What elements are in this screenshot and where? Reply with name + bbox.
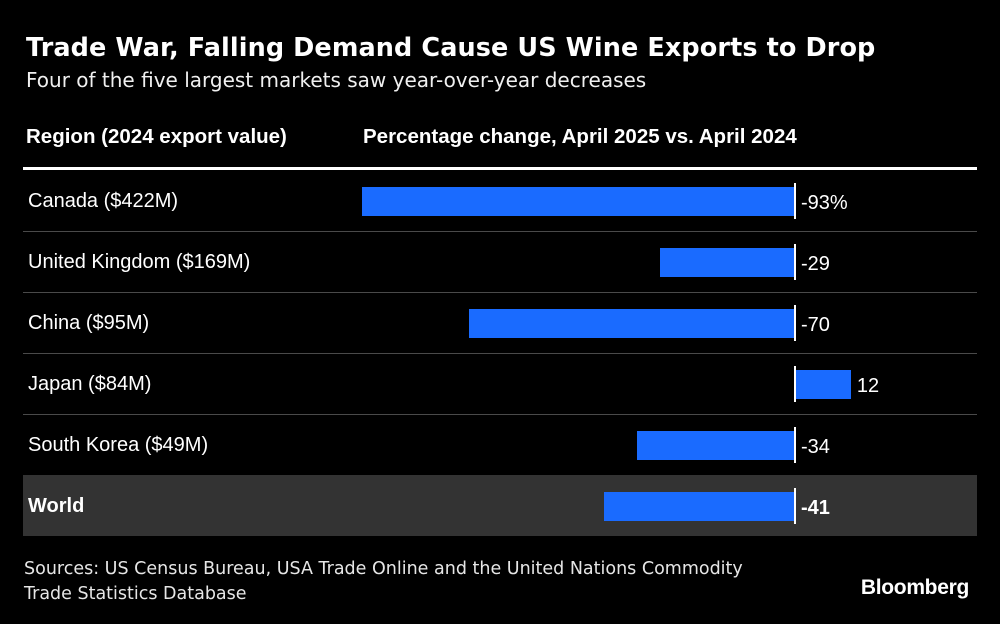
zero-line — [794, 366, 796, 402]
bar — [362, 187, 795, 216]
value-label: -29 — [801, 253, 830, 275]
zero-line — [794, 244, 796, 280]
table-row: South Korea ($49M) -34 — [23, 414, 977, 476]
value-label: -41 — [801, 497, 830, 519]
header-rule — [23, 167, 977, 170]
value-label: -34 — [801, 436, 830, 458]
value-label: -93% — [801, 192, 848, 214]
row-label: China ($95M) — [28, 312, 150, 334]
table-row: Canada ($422M) -93% — [23, 170, 977, 232]
row-label: United Kingdom ($169M) — [28, 251, 251, 273]
table-row: World -41 — [23, 475, 977, 536]
zero-line — [794, 305, 796, 341]
chart-subtitle: Four of the five largest markets saw yea… — [26, 68, 647, 92]
bar — [604, 492, 795, 521]
bar — [659, 248, 795, 277]
bar — [795, 370, 851, 399]
row-label: World — [28, 495, 85, 517]
value-label: -70 — [801, 314, 830, 336]
change-column-header: Percentage change, April 2025 vs. April … — [363, 125, 797, 148]
region-column-header: Region (2024 export value) — [26, 125, 287, 148]
table-row: United Kingdom ($169M) -29 — [23, 231, 977, 293]
table-row: China ($95M) -70 — [23, 292, 977, 354]
bar — [636, 431, 795, 460]
row-label: Canada ($422M) — [28, 190, 179, 212]
zero-line — [794, 427, 796, 463]
chart-title: Trade War, Falling Demand Cause US Wine … — [26, 33, 876, 63]
value-label: 12 — [856, 375, 880, 397]
table-row: Japan ($84M) 12 — [23, 353, 977, 415]
source-note: Sources: US Census Bureau, USA Trade Onl… — [24, 557, 744, 607]
bar — [469, 309, 795, 338]
row-label: Japan ($84M) — [28, 373, 152, 395]
bloomberg-logo: Bloomberg — [860, 576, 969, 599]
zero-line — [794, 488, 796, 524]
source-text: Sources: US Census Bureau, USA Trade Onl… — [24, 559, 743, 604]
zero-line — [794, 183, 796, 219]
row-label: South Korea ($49M) — [28, 434, 209, 456]
